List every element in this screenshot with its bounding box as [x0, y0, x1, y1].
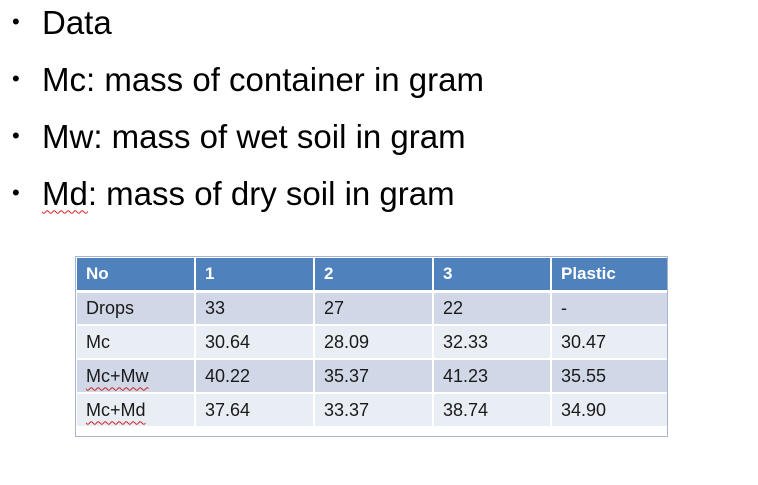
table-row: Drops 33 27 22 - [75, 290, 670, 326]
table-header-row: No 1 2 3 Plastic [75, 256, 670, 293]
bullet-text: Md: mass of dry soil in gram [42, 177, 455, 210]
bullet-dot-icon: • [12, 180, 20, 205]
bullet-dot-icon: • [12, 123, 20, 148]
table-cell: 37.64 [194, 392, 315, 428]
bullet-text: Data [42, 3, 112, 41]
table-cell: 38.74 [432, 392, 552, 428]
header-cell-1: 1 [194, 256, 315, 293]
bullet-dot-icon: • [12, 66, 20, 91]
table-cell: 33 [194, 290, 315, 326]
header-cell-3: 3 [432, 256, 552, 293]
table-cell: 22 [432, 290, 552, 326]
table-cell: 33.37 [313, 392, 434, 428]
header-cell-no: No [75, 256, 196, 293]
bullet-dot-icon: • [12, 9, 20, 34]
table-row: Mc 30.64 28.09 32.33 30.47 [75, 324, 670, 360]
bullet-text: Mc: mass of container in gram [42, 60, 484, 98]
table-row: Mc+Md 37.64 33.37 38.74 34.90 [75, 392, 670, 428]
spellcheck-word: Md [42, 174, 88, 212]
row-label-cell: Mc+Md [75, 392, 196, 428]
table-cell: 41.23 [432, 358, 552, 394]
spellcheck-word: Mc+Md [86, 399, 146, 420]
bullet-text-rest: : mass of dry soil in gram [87, 174, 455, 212]
table-cell: 35.55 [550, 358, 670, 394]
header-cell-2: 2 [313, 256, 434, 293]
table-cell: 35.37 [313, 358, 434, 394]
table-cell: 32.33 [432, 324, 552, 360]
table-cell: 27 [313, 290, 434, 326]
table-cell: 34.90 [550, 392, 670, 428]
table-cell: 30.64 [194, 324, 315, 360]
table-cell: 28.09 [313, 324, 434, 360]
table-row: Mc+Mw 40.22 35.37 41.23 35.55 [75, 358, 670, 394]
data-table-container: No 1 2 3 Plastic Drops 33 27 22 - Mc 30.… [75, 256, 670, 428]
spellcheck-word: Mc+Mw [86, 365, 149, 386]
row-label-cell: Mc [75, 324, 196, 360]
bullet-text: Mw: mass of wet soil in gram [42, 117, 466, 155]
header-cell-plastic: Plastic [550, 256, 670, 293]
table-cell: - [550, 290, 670, 326]
table-cell: 30.47 [550, 324, 670, 360]
table-cell: 40.22 [194, 358, 315, 394]
row-label-cell: Drops [75, 290, 196, 326]
row-label-cell: Mc+Mw [75, 358, 196, 394]
data-table: No 1 2 3 Plastic Drops 33 27 22 - Mc 30.… [75, 256, 670, 428]
